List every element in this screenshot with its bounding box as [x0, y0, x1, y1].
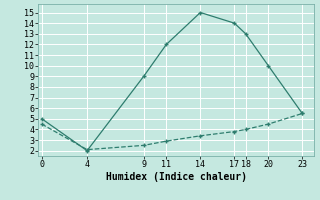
X-axis label: Humidex (Indice chaleur): Humidex (Indice chaleur) [106, 172, 246, 182]
